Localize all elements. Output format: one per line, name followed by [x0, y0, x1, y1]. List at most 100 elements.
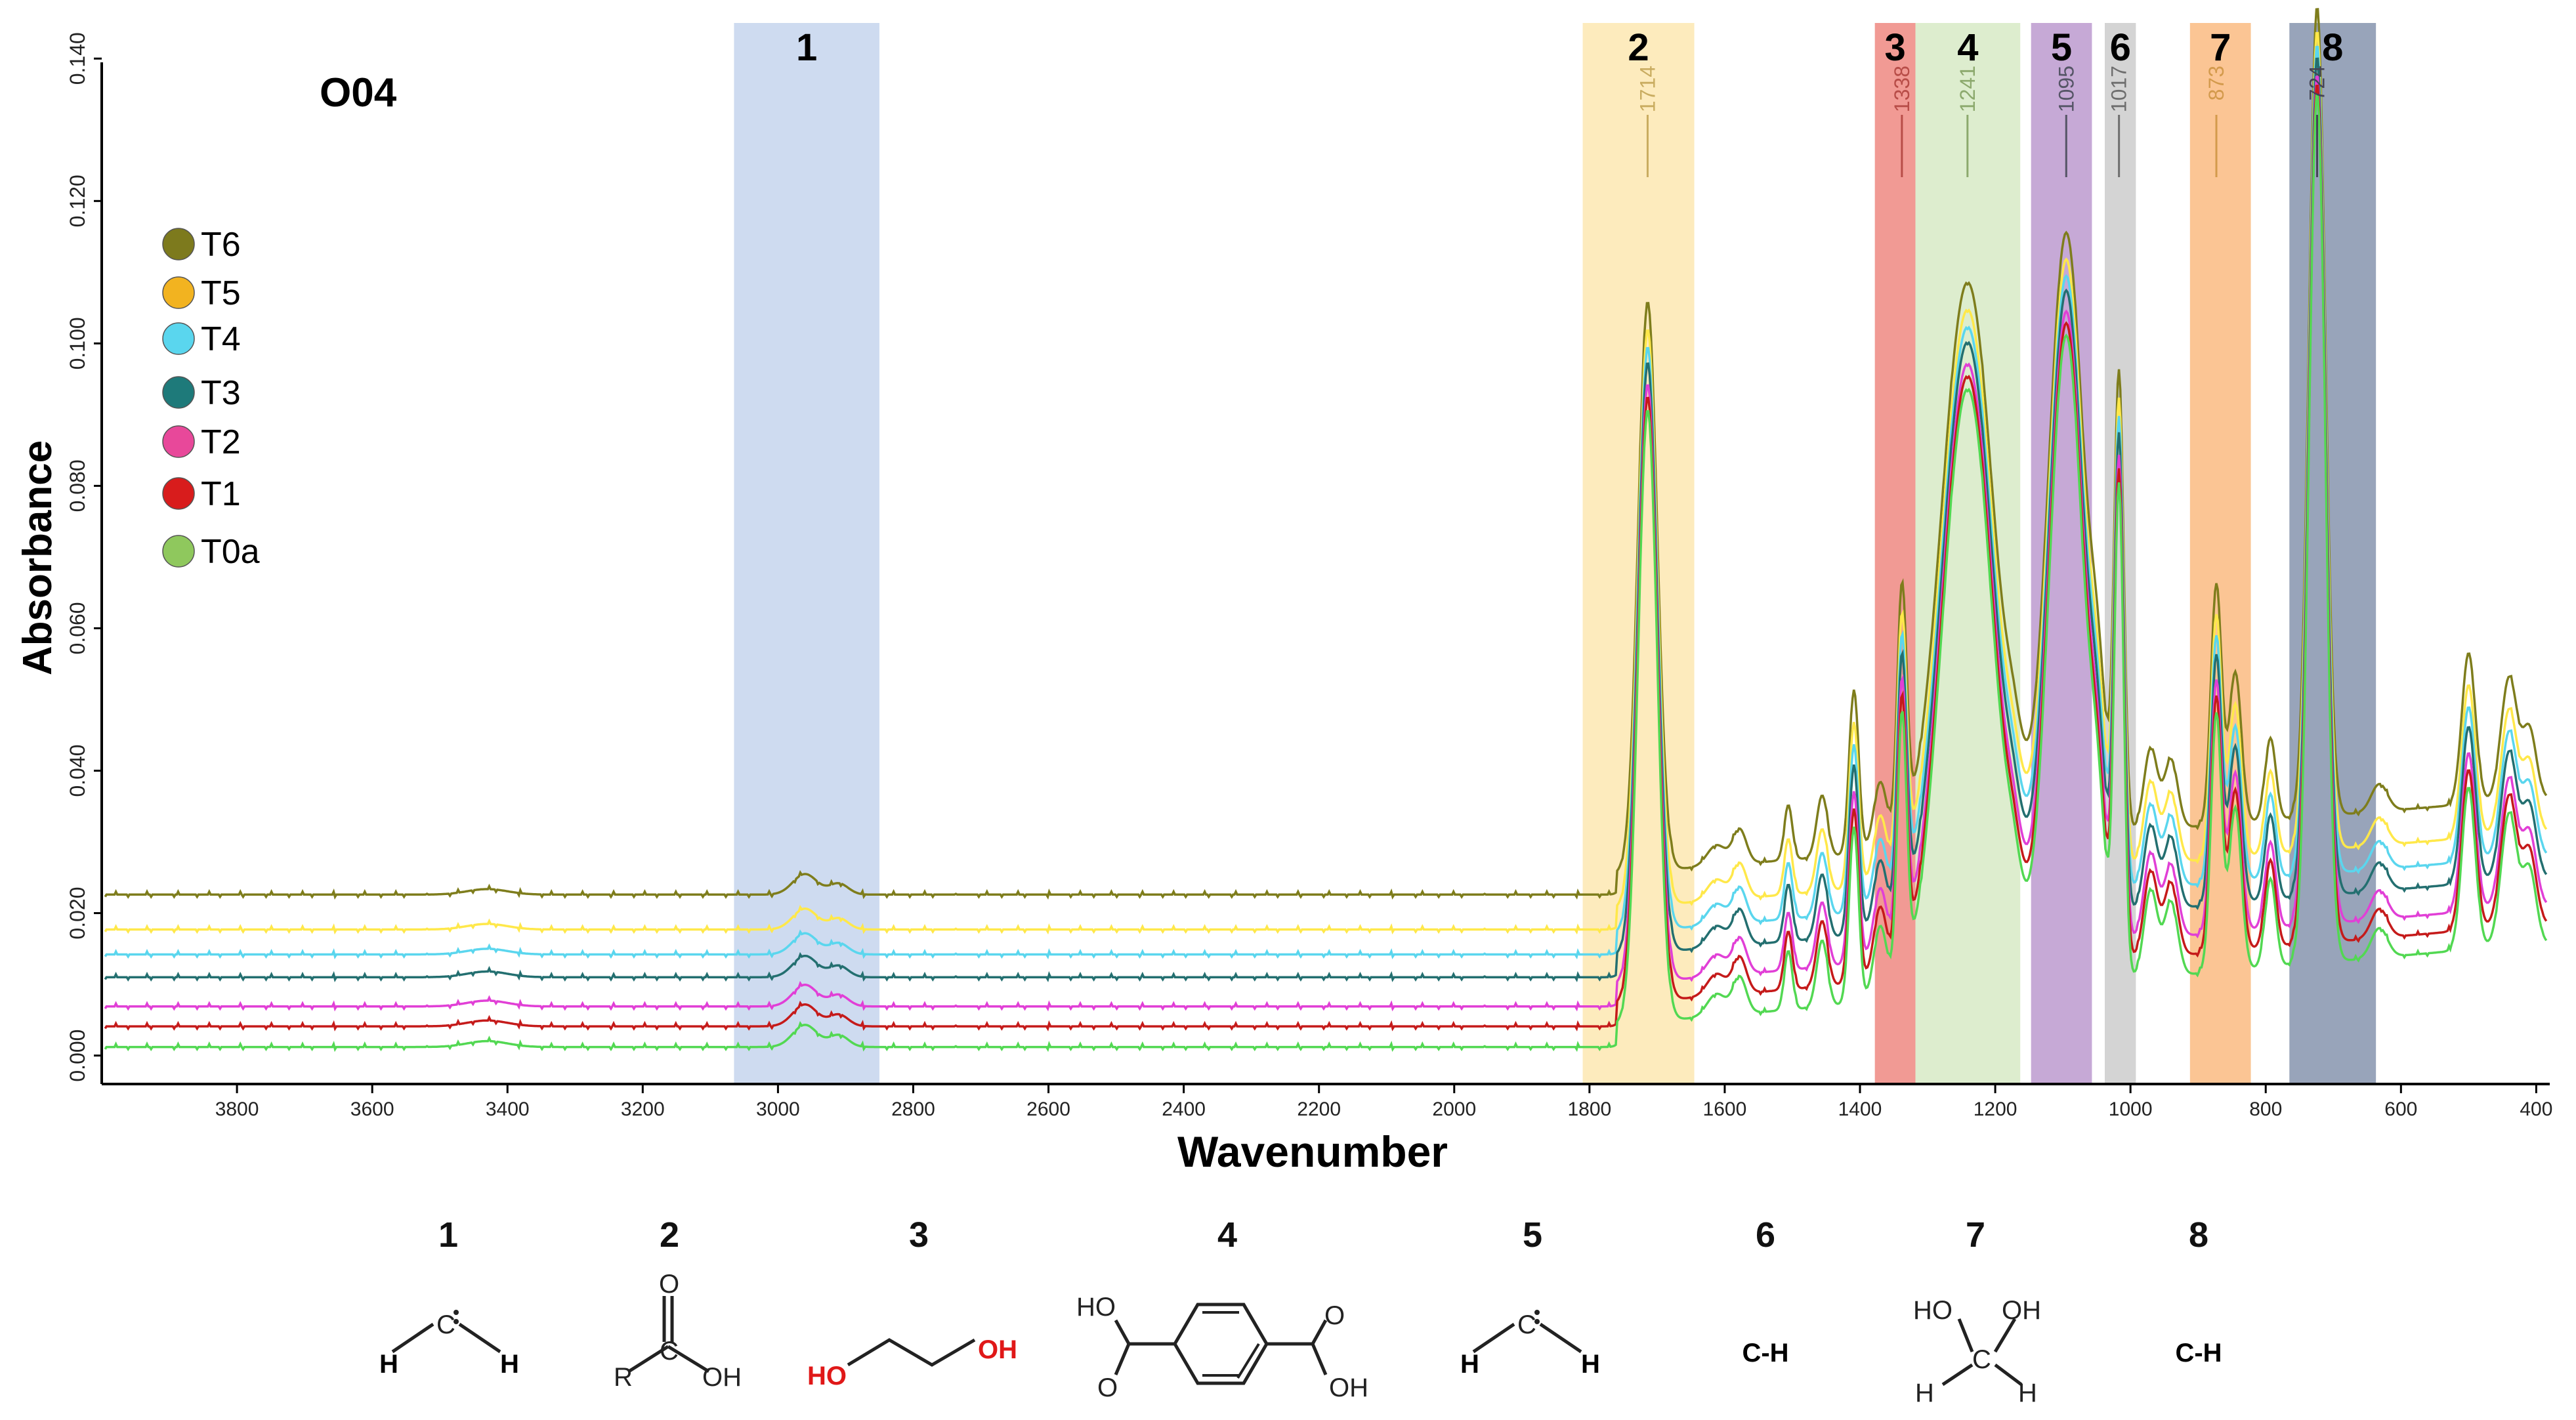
legend-label-T1: T1: [201, 475, 241, 513]
series-line-T0a: [104, 94, 2548, 1053]
svg-text:O: O: [1097, 1373, 1118, 1402]
peak-label-1338: 1338: [1890, 66, 1914, 112]
x-tick-label: 1800: [1567, 1098, 1611, 1120]
svg-text:H: H: [1581, 1350, 1600, 1379]
peak-label-873: 873: [2205, 66, 2228, 100]
structure-c-h-label-2: C-H: [2175, 1339, 2222, 1368]
band-label-8: 8: [2322, 26, 2343, 69]
band-4: [1915, 23, 2021, 1084]
chemical-structures: 1 2 3 4 5 6 7 8 H C H O: [379, 1215, 2222, 1408]
chart-title: O04: [320, 70, 397, 115]
structure-carboxylic-acid-icon: O R C OH: [614, 1270, 742, 1392]
structure-number-8: 8: [2189, 1215, 2208, 1255]
y-tick-label: 0.140: [66, 32, 89, 85]
legend: T6 T5 T4 T3 T2 T1 T0a: [162, 226, 260, 571]
x-tick-label: 2200: [1297, 1098, 1341, 1120]
x-tick-label: 1400: [1838, 1098, 1882, 1120]
svg-text:HO: HO: [807, 1362, 847, 1390]
x-tick-label: 3200: [621, 1098, 665, 1120]
legend-label-T2: T2: [201, 423, 241, 461]
spectrum-series: [104, 8, 2548, 1053]
legend-marker-T4: [162, 322, 195, 355]
svg-text:HO: HO: [1913, 1296, 1953, 1325]
band-1: [734, 23, 879, 1084]
svg-text:H: H: [1915, 1379, 1934, 1408]
band-label-7: 7: [2210, 26, 2231, 69]
peak-label-1241: 1241: [1956, 66, 1979, 112]
legend-label-T6: T6: [201, 226, 241, 264]
structure-number-1: 1: [438, 1215, 458, 1255]
svg-text:OH: OH: [702, 1363, 742, 1392]
peak-label-724: 724: [2306, 66, 2329, 100]
structure-terephthalic-acid-icon: HO O O OH: [1076, 1293, 1368, 1402]
structure-c-h-label: C-H: [1742, 1339, 1788, 1368]
peak-label-1017: 1017: [2107, 66, 2131, 112]
svg-text:OH: OH: [2002, 1296, 2041, 1325]
x-tick-label: 600: [2384, 1098, 2417, 1120]
band-label-3: 3: [1884, 26, 1905, 69]
legend-marker-T1: [162, 477, 195, 510]
band-5: [2031, 23, 2092, 1084]
series-line-T3: [104, 57, 2548, 982]
svg-text:OH: OH: [978, 1335, 1017, 1364]
legend-label-T5: T5: [201, 274, 241, 312]
structure-ethylene-glycol-icon: HO OH: [807, 1335, 1017, 1390]
legend-label-T0a: T0a: [201, 533, 260, 571]
y-tick-label: 0.000: [66, 1030, 89, 1082]
structure-number-7: 7: [1966, 1215, 1985, 1255]
legend-marker-T0a: [162, 535, 195, 568]
x-tick-label: 1600: [1703, 1098, 1747, 1120]
svg-text:C: C: [1972, 1345, 1991, 1374]
structure-number-4: 4: [1217, 1215, 1237, 1255]
svg-text:C: C: [1517, 1310, 1536, 1339]
x-tick-label: 1200: [1974, 1098, 2017, 1120]
series-line-T2: [104, 75, 2548, 1012]
svg-text:O: O: [659, 1270, 679, 1299]
series-line-T1: [104, 84, 2548, 1032]
legend-marker-T3: [162, 376, 195, 409]
legend-marker-T5: [162, 276, 195, 309]
band-7: [2189, 23, 2251, 1084]
band-label-2: 2: [1628, 26, 1649, 69]
x-tick-label: 3000: [756, 1098, 800, 1120]
band-label-6: 6: [2110, 26, 2131, 69]
structure-methanediol-icon: HO OH C H H: [1913, 1296, 2041, 1408]
svg-text:C: C: [660, 1337, 679, 1366]
series-line-T4: [104, 45, 2548, 960]
legend-label-T3: T3: [201, 374, 241, 412]
structure-number-5: 5: [1523, 1215, 1542, 1255]
series-line-T6: [104, 8, 2548, 900]
peak-label-1095: 1095: [2054, 66, 2078, 112]
svg-text:O: O: [1324, 1301, 1345, 1330]
svg-text:H: H: [379, 1350, 398, 1379]
x-tick-label: 2400: [1162, 1098, 1206, 1120]
y-tick-label: 0.060: [66, 602, 89, 654]
peak-markers: 1714 1338 1241 1095 1017 873 724: [1636, 66, 2329, 177]
y-tick-label: 0.100: [66, 317, 89, 369]
structure-methylene-carbene-2-icon: H C H: [1460, 1310, 1600, 1379]
svg-text:OH: OH: [1329, 1373, 1368, 1402]
structure-number-6: 6: [1756, 1215, 1775, 1255]
y-tick-label: 0.080: [66, 459, 89, 512]
y-tick-label: 0.040: [66, 744, 89, 797]
peak-label-1714: 1714: [1636, 66, 1659, 112]
svg-text:R: R: [614, 1363, 633, 1392]
band-label-1: 1: [796, 26, 817, 69]
legend-marker-T2: [162, 425, 195, 458]
svg-text:HO: HO: [1076, 1293, 1116, 1322]
chart-axes: 3800 3600 3400 3200 3000 2800 2600 2400 2200 2000…: [66, 32, 2552, 1120]
svg-text:H: H: [2018, 1379, 2037, 1408]
legend-marker-T6: [162, 228, 195, 261]
x-tick-label: 2600: [1026, 1098, 1070, 1120]
structure-number-3: 3: [909, 1215, 929, 1255]
legend-label-T4: T4: [201, 320, 241, 358]
structure-number-2: 2: [660, 1215, 679, 1255]
x-tick-label: 3600: [350, 1098, 394, 1120]
x-tick-label: 2800: [891, 1098, 935, 1120]
y-tick-label: 0.120: [66, 175, 89, 227]
svg-text:C: C: [436, 1310, 455, 1339]
structure-methylene-carbene-icon: H C H: [379, 1310, 519, 1379]
x-axis-title: Wavenumber: [1177, 1127, 1448, 1176]
